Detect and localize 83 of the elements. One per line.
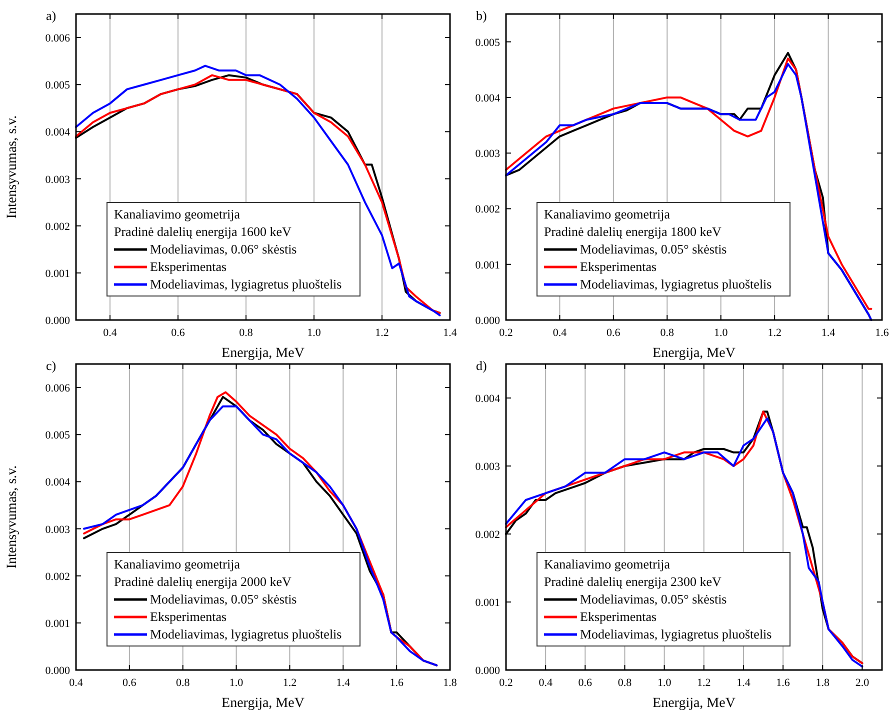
legend-label: Eksperimentas bbox=[150, 609, 227, 624]
y-tick-label: 0.004 bbox=[45, 126, 70, 139]
legend-label: Eksperimentas bbox=[150, 259, 227, 274]
y-tick-label: 0.005 bbox=[45, 430, 70, 442]
chart-title: d) bbox=[476, 358, 487, 373]
legend-label: Eksperimentas bbox=[580, 609, 657, 624]
x-tick-label: 0.4 bbox=[103, 327, 118, 339]
y-tick-label: 0.002 bbox=[475, 529, 500, 541]
y-tick-label: 0.000 bbox=[475, 665, 500, 677]
y-tick-label: 0.000 bbox=[45, 315, 70, 327]
x-tick-label: 1.2 bbox=[282, 677, 297, 689]
y-tick-label: 0.003 bbox=[45, 524, 70, 536]
x-axis-title: Energija, MeV bbox=[222, 696, 304, 711]
x-tick-label: 0.8 bbox=[660, 327, 675, 339]
y-tick-label: 0.005 bbox=[45, 80, 70, 92]
x-tick-label: 0.2 bbox=[499, 327, 513, 339]
legend-label: Modeliavimas, 0.05° skėstis bbox=[580, 592, 727, 606]
x-tick-label: 0.6 bbox=[171, 327, 186, 339]
y-axis-title: Intensyvumas, s.v. bbox=[5, 115, 20, 219]
chart-title: c) bbox=[46, 358, 56, 373]
legend-label: Modeliavimas, 0.06° skėstis bbox=[150, 242, 297, 256]
legend-title: Kanaliavimo geometrija Pradinė dalelių energija 2300 keV bbox=[544, 556, 722, 589]
y-tick-label: 0.002 bbox=[45, 220, 70, 233]
y-tick-label: 0.004 bbox=[475, 393, 500, 405]
x-tick-label: 0.2 bbox=[499, 677, 513, 689]
x-tick-label: 1.4 bbox=[443, 327, 458, 339]
y-tick-label: 0.001 bbox=[45, 268, 70, 280]
y-tick-label: 0.003 bbox=[475, 148, 500, 160]
x-tick-label: 0.6 bbox=[578, 677, 593, 689]
y-tick-label: 0.003 bbox=[45, 174, 70, 186]
x-tick-label: 0.4 bbox=[69, 677, 84, 689]
y-tick-label: 0.001 bbox=[475, 259, 500, 272]
legend-title: Kanaliavimo geometrija Pradinė dalelių energija 1800 keV bbox=[544, 206, 722, 239]
legend-label: Eksperimentas bbox=[580, 259, 657, 274]
x-tick-label: 1.0 bbox=[714, 327, 728, 339]
x-tick-label: 1.2 bbox=[768, 327, 782, 339]
y-tick-label: 0.004 bbox=[45, 476, 70, 489]
x-axis-title: Energija, MeV bbox=[222, 346, 304, 361]
y-tick-label: 0.002 bbox=[475, 204, 500, 216]
legend-label: Modeliavimas, lygiagretus pluoštelis bbox=[580, 626, 772, 642]
x-tick-label: 1.0 bbox=[657, 677, 672, 689]
x-axis-title: Energija, MeV bbox=[652, 696, 736, 711]
y-tick-label: 0.001 bbox=[45, 618, 70, 630]
x-tick-label: 0.8 bbox=[239, 327, 254, 339]
chart-title: b) bbox=[476, 8, 487, 23]
legend-label: Modeliavimas, 0.05° skėstis bbox=[150, 592, 297, 606]
x-tick-label: 0.8 bbox=[618, 677, 632, 689]
x-tick-label: 1.4 bbox=[736, 677, 751, 689]
y-tick-label: 0.001 bbox=[475, 597, 500, 609]
y-tick-label: 0.000 bbox=[475, 315, 500, 327]
y-tick-label: 0.004 bbox=[475, 92, 500, 104]
legend-title: Kanaliavimo geometrija Pradinė dalelių energija 2000 keV bbox=[114, 556, 292, 589]
y-tick-label: 0.000 bbox=[45, 665, 70, 677]
x-tick-label: 1.0 bbox=[229, 677, 244, 689]
x-tick-label: 1.6 bbox=[776, 677, 790, 689]
legend-label: Modeliavimas, lygiagretus pluoštelis bbox=[150, 626, 342, 642]
y-axis-title: Intensyvumas, s.v. bbox=[5, 465, 20, 569]
x-tick-label: 1.2 bbox=[697, 677, 711, 689]
legend-label: Modeliavimas, lygiagretus pluoštelis bbox=[580, 276, 772, 292]
x-tick-label: 1.8 bbox=[816, 677, 830, 689]
x-tick-label: 1.6 bbox=[390, 677, 404, 689]
y-tick-label: 0.006 bbox=[45, 32, 70, 45]
legend-label: Modeliavimas, 0.05° skėstis bbox=[580, 242, 727, 256]
x-tick-label: 0.4 bbox=[552, 327, 568, 339]
legend-title: Kanaliavimo geometrija Pradinė dalelių energija 1600 keV bbox=[114, 206, 292, 239]
y-tick-label: 0.005 bbox=[475, 36, 500, 49]
x-tick-label: 1.4 bbox=[336, 677, 351, 689]
y-tick-label: 0.003 bbox=[475, 461, 500, 473]
legend-label: Modeliavimas, lygiagretus pluoštelis bbox=[150, 276, 342, 292]
x-tick-label: 0.6 bbox=[122, 677, 137, 689]
x-tick-label: 1.6 bbox=[875, 327, 890, 339]
y-tick-label: 0.002 bbox=[45, 570, 70, 583]
x-tick-label: 1.0 bbox=[307, 327, 322, 339]
y-tick-label: 0.006 bbox=[45, 382, 70, 395]
x-tick-label: 1.8 bbox=[443, 677, 458, 689]
x-tick-label: 0.8 bbox=[176, 677, 190, 689]
x-tick-label: 0.6 bbox=[606, 327, 621, 339]
x-tick-label: 1.2 bbox=[375, 327, 389, 339]
x-axis-title: Energija, MeV bbox=[652, 346, 736, 361]
x-tick-label: 1.4 bbox=[821, 327, 836, 339]
chart-title: a) bbox=[46, 8, 56, 23]
x-tick-label: 2.0 bbox=[855, 677, 870, 689]
x-tick-label: 0.4 bbox=[538, 677, 553, 689]
